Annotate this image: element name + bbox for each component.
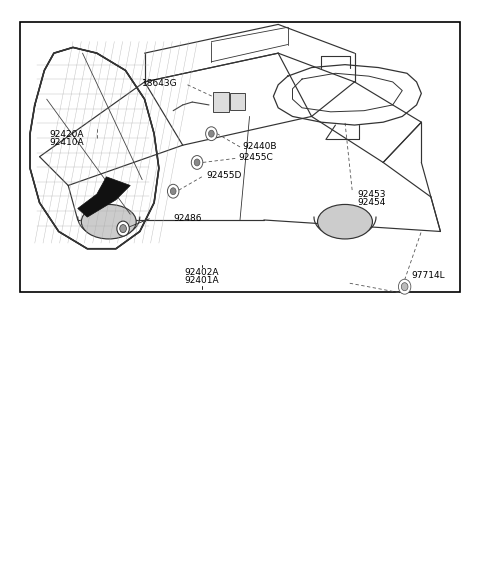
Circle shape	[192, 155, 203, 169]
Text: 92453: 92453	[357, 190, 385, 199]
Circle shape	[398, 279, 411, 294]
Text: 92420A: 92420A	[49, 131, 84, 139]
Circle shape	[170, 188, 176, 195]
Circle shape	[120, 225, 126, 232]
Text: 18643G: 18643G	[143, 79, 178, 88]
Circle shape	[208, 130, 214, 137]
Text: 92440B: 92440B	[242, 142, 277, 151]
Text: 92401A: 92401A	[184, 276, 219, 286]
Text: 92402A: 92402A	[185, 268, 219, 277]
Text: 92410A: 92410A	[49, 138, 84, 147]
Text: 92455C: 92455C	[239, 153, 273, 162]
Circle shape	[401, 283, 408, 291]
Text: 92455D: 92455D	[206, 171, 242, 180]
Text: 92486: 92486	[173, 214, 202, 223]
FancyBboxPatch shape	[21, 21, 459, 292]
Circle shape	[194, 159, 200, 166]
FancyBboxPatch shape	[213, 92, 229, 112]
Ellipse shape	[81, 205, 136, 239]
Circle shape	[168, 184, 179, 198]
Text: 97714L: 97714L	[412, 271, 445, 280]
Text: 92454: 92454	[357, 198, 385, 208]
Circle shape	[117, 221, 129, 236]
Polygon shape	[78, 177, 130, 217]
Circle shape	[205, 127, 217, 140]
Ellipse shape	[318, 205, 372, 239]
FancyBboxPatch shape	[229, 94, 245, 110]
